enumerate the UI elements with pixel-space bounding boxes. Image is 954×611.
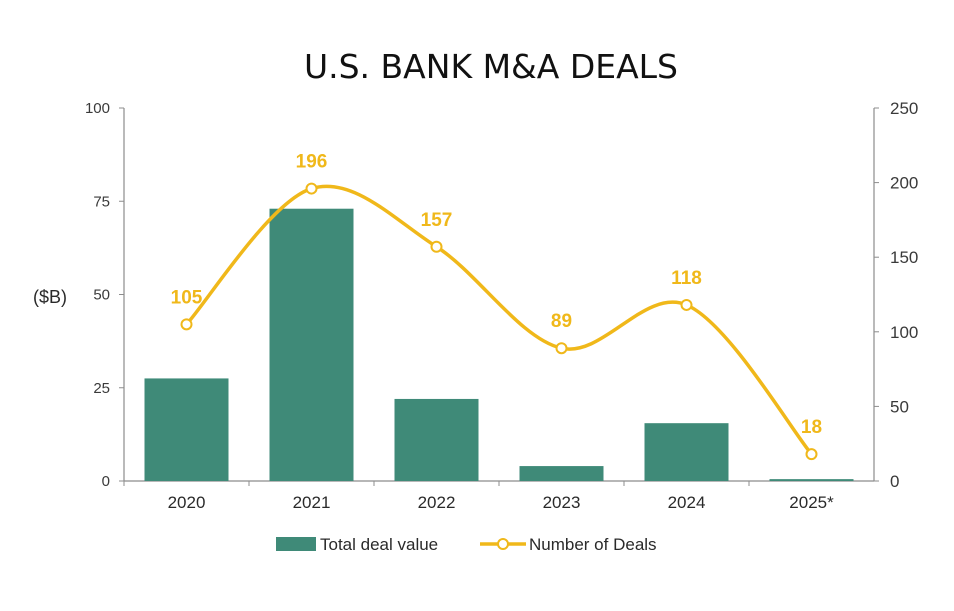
x-tick-label: 2023 [543,493,581,512]
data-labels: 105 196 157 89 118 18 [171,152,822,439]
bar [269,208,354,481]
legend-label-line: Number of Deals [529,535,657,554]
y-tick-label-right: 0 [890,472,899,491]
y-axis-label: ($B) [33,287,67,307]
y-tick-label-right: 50 [890,397,909,416]
y-tick-label-left: 50 [93,287,110,304]
data-label: 118 [671,268,702,289]
line-point [305,182,318,195]
deals-line [184,184,814,456]
y-tick-label-right: 100 [890,323,918,342]
legend-swatch-marker [497,538,509,550]
bar [519,466,604,481]
y-tick-label-left: 0 [102,473,110,490]
y-tick-label-left: 75 [93,193,110,210]
bar [644,423,729,481]
x-tick-label: 2025* [789,493,834,512]
axes: 0 25 50 75 100 0 50 100 150 200 250 2020 2021 2022 202… [85,99,918,512]
line-point [680,298,693,311]
y-tick-label-left: 25 [93,380,110,397]
y-tick-label-right: 200 [890,174,918,193]
y-tick-label-left: 100 [85,100,110,117]
data-label: 89 [551,311,572,332]
chart-title: U.S. BANK M&A DEALS [304,47,678,86]
line-point [805,448,818,461]
legend: Total deal value Number of Deals [276,535,657,554]
data-label: 105 [171,287,203,308]
line-point [555,342,568,355]
x-tick-label: 2022 [418,493,456,512]
data-label: 18 [801,417,822,438]
bar [394,398,479,481]
bar [144,378,229,481]
x-tick-label: 2020 [168,493,206,512]
bar-series [144,208,854,481]
bar [769,479,854,481]
line-point [180,318,193,331]
x-tick-label: 2024 [668,493,706,512]
line-point [430,240,443,253]
legend-label-bar: Total deal value [320,535,438,554]
x-tick-label: 2021 [293,493,331,512]
data-label: 157 [421,210,453,231]
data-label: 196 [296,152,328,173]
y-tick-label-right: 250 [890,99,918,118]
line-series [180,182,818,461]
legend-swatch-bar [276,537,316,551]
y-tick-label-right: 150 [890,248,918,267]
